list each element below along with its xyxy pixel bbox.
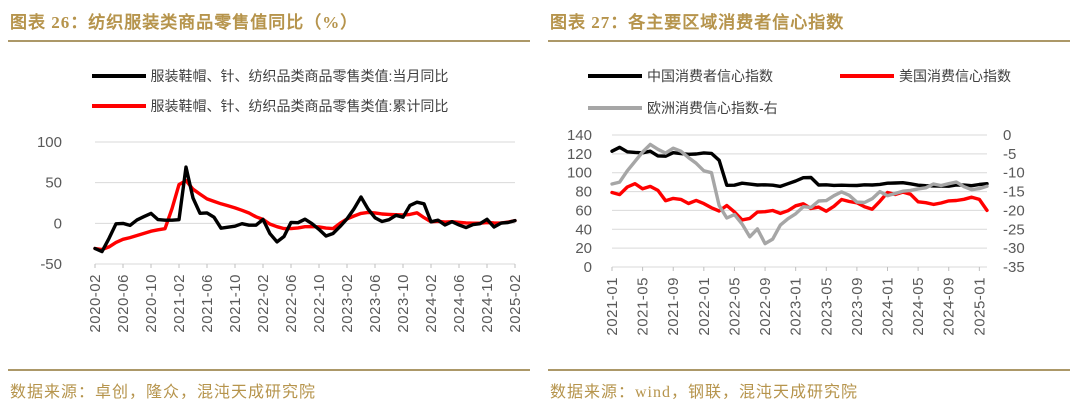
legend-swatch-us-cci — [840, 74, 894, 78]
x-axis-tick-label: 2024-01 — [880, 277, 897, 336]
figure-26-legend: 服装鞋帽、针、纺织品类商品零售类值:当月同比 服装鞋帽、针、纺织品类商品零售类值… — [0, 66, 540, 116]
x-axis-tick-label: 2025-02 — [507, 274, 524, 333]
y-axis-right-tick-label: 0 — [1003, 127, 1011, 144]
series-line — [610, 181, 989, 222]
y-axis-tick-label: -50 — [40, 256, 62, 273]
y-axis-right-tick-label: -20 — [1003, 202, 1025, 219]
legend-swatch-china-cci — [588, 74, 642, 78]
legend-row: 欧洲消费信心指数-右 — [588, 98, 1074, 118]
y-axis-right-tick-label: -5 — [1003, 146, 1016, 163]
legend-swatch-cumulative-yoy — [91, 104, 146, 108]
legend-row: 服装鞋帽、针、纺织品类商品零售类值:当月同比 — [91, 66, 449, 86]
x-axis-tick-label: 2021-10 — [227, 274, 244, 333]
y-axis-right-tick-label: -30 — [1003, 240, 1025, 257]
x-axis-tick-label: 2024-06 — [451, 274, 468, 333]
source-text: 数据来源：wind，钢联，混沌天成研究院 — [550, 384, 859, 401]
x-axis-tick-label: 2021-09 — [665, 277, 682, 336]
legend-label-monthly-yoy: 服装鞋帽、针、纺织品类商品零售类值:当月同比 — [150, 68, 449, 84]
y-axis-right-tick-label: -35 — [1003, 259, 1025, 276]
legend-swatch-monthly-yoy — [91, 74, 146, 78]
figure-26-panel: 图表 26：纺织服装类商品零售值同比（%） 服装鞋帽、针、纺织品类商品零售类值:… — [0, 4, 540, 402]
y-axis-tick-label: 100 — [37, 134, 62, 151]
legend-row: 服装鞋帽、针、纺织品类商品零售类值:累计同比 — [91, 96, 449, 116]
series-line — [610, 142, 989, 246]
x-axis-tick-label: 2024-02 — [423, 274, 440, 333]
legend-label-cumulative-yoy: 服装鞋帽、针、纺织品类商品零售类值:累计同比 — [150, 98, 449, 114]
x-axis-tick-label: 2023-06 — [367, 274, 384, 333]
x-axis-tick-label: 2023-02 — [339, 274, 356, 333]
x-axis-tick-label: 2022-10 — [311, 274, 328, 333]
x-axis-tick-label: 2022-05 — [726, 277, 743, 336]
figure-27-title: 图表 27：各主要区域消费者信心指数 — [548, 4, 1070, 42]
figure-26-line-chart: 100 50 0 -50 2020-02 2020-06 2020-10 2021-02 202… — [37, 134, 524, 333]
figure-26-title: 图表 26：纺织服装类商品零售值同比（%） — [8, 4, 530, 42]
x-axis-tick-label: 2021-06 — [199, 274, 216, 333]
x-axis-tick-label: 2021-02 — [171, 274, 188, 333]
series-line — [610, 145, 989, 189]
y-axis-tick-label: 50 — [45, 175, 62, 192]
x-axis-tick-label: 2023-05 — [818, 277, 835, 336]
y-axis-right-tick-label: -15 — [1003, 184, 1025, 201]
legend-row: 中国消费者信心指数 美国消费信心指数 — [588, 66, 1074, 86]
x-axis-tick-label: 2022-06 — [283, 274, 300, 333]
series-line — [93, 178, 517, 252]
figure-27-panel: 图表 27：各主要区域消费者信心指数 中国消费者信心指数 美国消费信心指数 欧洲… — [540, 0, 1080, 408]
source-text: 数据来源：卓创，隆众，混沌天成研究院 — [10, 384, 317, 401]
y-axis-tick-label: 0 — [54, 215, 62, 232]
x-axis-tick-label: 2022-02 — [255, 274, 272, 333]
x-axis-tick-label: 2020-02 — [87, 274, 104, 333]
x-axis-tick-label: 2020-06 — [115, 274, 132, 333]
legend-item-china-cci: 中国消费者信心指数 — [588, 66, 840, 86]
y-axis-tick-label: 100 — [567, 165, 592, 182]
x-axis-tick-label: 2022-01 — [696, 277, 713, 336]
y-axis-tick-label: 120 — [567, 146, 592, 163]
y-axis-tick-label: 40 — [575, 221, 592, 238]
figure-27-legend: 中国消费者信心指数 美国消费信心指数 欧洲消费信心指数-右 — [588, 66, 1074, 130]
legend-label-us-cci: 美国消费信心指数 — [899, 68, 1011, 84]
y-axis-tick-label: 20 — [575, 240, 592, 257]
y-axis-right-tick-label: -25 — [1003, 221, 1025, 238]
legend-item-europe-cci: 欧洲消费信心指数-右 — [588, 98, 778, 118]
series-line — [93, 165, 517, 254]
x-axis-tick-label: 2021-01 — [604, 277, 621, 336]
x-axis-tick-label: 2023-09 — [849, 277, 866, 336]
figure-27-source: 数据来源：wind，钢联，混沌天成研究院 — [548, 369, 1070, 402]
legend-label-china-cci: 中国消费者信心指数 — [647, 68, 773, 84]
x-axis-tick-label: 2025-01 — [971, 277, 988, 336]
x-axis-tick-label: 2024-05 — [910, 277, 927, 336]
x-axis-tick-label: 2023-10 — [395, 274, 412, 333]
legend-label-europe-cci: 欧洲消费信心指数-右 — [647, 100, 778, 116]
y-axis-tick-label: 140 — [567, 127, 592, 144]
y-axis-tick-label: 80 — [575, 184, 592, 201]
x-axis-tick-label: 2022-09 — [757, 277, 774, 336]
y-axis-tick-label: 60 — [575, 202, 592, 219]
x-axis-tick-label: 2020-10 — [143, 274, 160, 333]
x-axis-tick-label: 2024-10 — [479, 274, 496, 333]
legend-item-us-cci: 美国消费信心指数 — [840, 66, 1011, 86]
legend-swatch-europe-cci — [588, 106, 642, 110]
figure-26-source: 数据来源：卓创，隆众，混沌天成研究院 — [8, 369, 530, 402]
y-axis-right-tick-label: -10 — [1003, 165, 1025, 182]
x-axis-tick-label: 2021-05 — [635, 277, 652, 336]
x-axis-tick-label: 2024-09 — [941, 277, 958, 336]
x-axis-tick-label: 2023-01 — [788, 277, 805, 336]
y-axis-tick-label: 0 — [584, 259, 592, 276]
